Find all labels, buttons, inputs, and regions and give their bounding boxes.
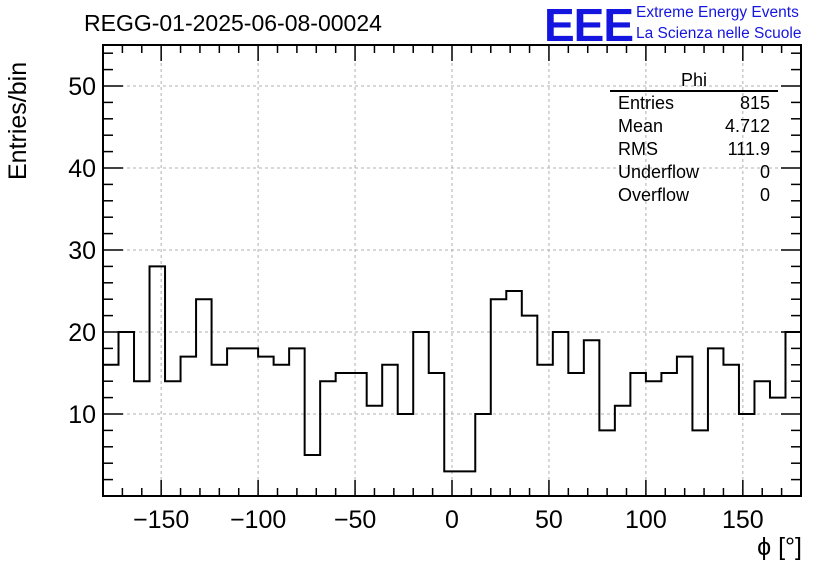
stats-value: 0 [759, 162, 770, 182]
x-tick-label: 50 [535, 506, 563, 534]
y-tick-label: 30 [68, 237, 96, 265]
stats-value: 815 [739, 93, 770, 113]
logo-caption-line1: Extreme Energy Events [636, 4, 799, 21]
x-axis-label: ϕ [°] [757, 533, 802, 561]
stats-value: 111.9 [727, 139, 770, 159]
y-tick-label: 10 [68, 401, 96, 429]
stats-label: Entries [618, 93, 675, 113]
stats-row-underflow: Underflow 0 [610, 161, 778, 184]
stats-row-overflow: Overflow 0 [610, 184, 778, 207]
axis-ticks [103, 45, 801, 496]
stats-label: Mean [618, 116, 664, 136]
x-tick-label: −100 [230, 506, 286, 534]
x-tick-label: −50 [334, 506, 376, 534]
chart-title: REGG-01-2025-06-08-00024 [84, 10, 382, 36]
x-tick-label: 100 [625, 506, 667, 534]
histogram-series [103, 265, 802, 473]
grid-lines [103, 45, 801, 496]
stats-label: Underflow [618, 162, 700, 182]
x-tick-label: 150 [722, 506, 764, 534]
logo-caption-line2: La Scienza nelle Scuole [636, 25, 802, 42]
y-axis-label: Entries/bin [4, 61, 32, 180]
stats-value: 4.712 [724, 116, 770, 136]
x-tick-label: 0 [445, 506, 459, 534]
stats-value: 0 [759, 185, 770, 205]
x-tick-labels: −150 −100 −50 0 50 100 150 [133, 506, 764, 534]
stats-label: RMS [618, 139, 658, 159]
y-tick-label: 40 [68, 155, 96, 183]
stats-title: Phi [610, 70, 778, 92]
stats-label: Overflow [618, 185, 690, 205]
x-tick-label: −150 [133, 506, 189, 534]
y-tick-labels: 10 20 30 40 50 [68, 73, 96, 429]
stats-box: Phi Entries 815 Mean 4.712 RMS 111.9 Underf… [610, 70, 778, 207]
eee-logo: EEE [544, 0, 634, 51]
stats-row-mean: Mean 4.712 [610, 115, 778, 138]
stats-row-entries: Entries 815 [610, 92, 778, 115]
y-tick-label: 50 [68, 73, 96, 101]
stats-row-rms: RMS 111.9 [610, 138, 778, 161]
y-tick-label: 20 [68, 319, 96, 347]
